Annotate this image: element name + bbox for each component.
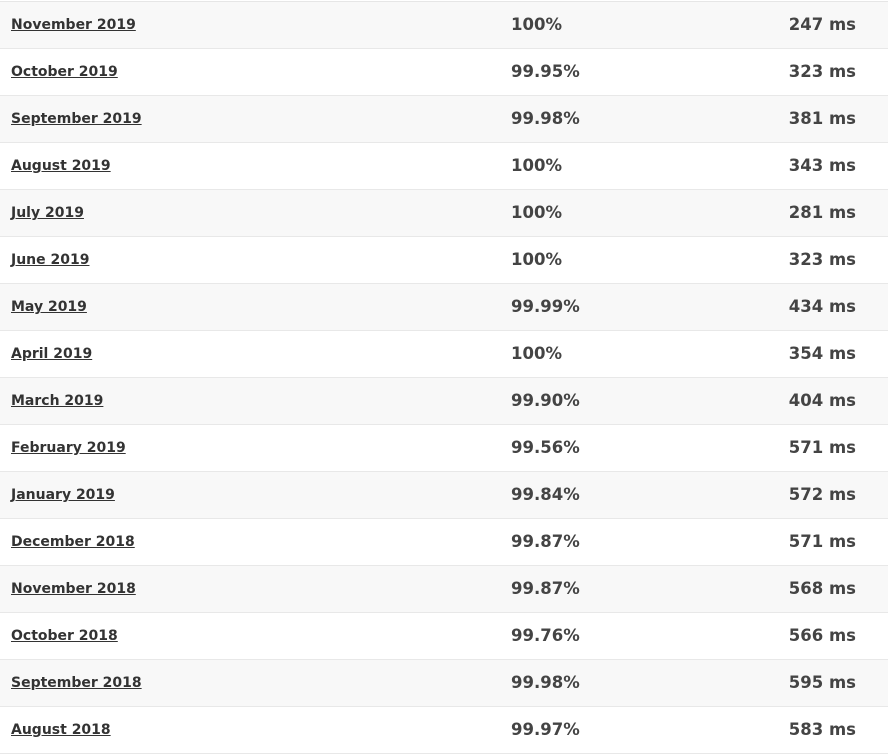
month-link[interactable]: May 2019 <box>11 299 87 315</box>
response-time-value: 572 ms <box>788 485 856 504</box>
month-link[interactable]: October 2018 <box>11 628 118 644</box>
month-link[interactable]: September 2019 <box>11 111 142 127</box>
uptime-value: 99.90% <box>511 391 580 410</box>
uptime-value: 100% <box>511 15 562 34</box>
uptime-value: 99.87% <box>511 579 580 598</box>
month-link[interactable]: October 2019 <box>11 64 118 80</box>
table-row: July 2019 100% 281 ms <box>0 190 888 237</box>
response-time-value: 323 ms <box>788 62 856 81</box>
uptime-value: 99.95% <box>511 62 580 81</box>
table-row: April 2019 100% 354 ms <box>0 331 888 378</box>
response-time-value: 343 ms <box>788 156 856 175</box>
table-row: September 2019 99.98% 381 ms <box>0 96 888 143</box>
month-link[interactable]: November 2018 <box>11 581 136 597</box>
table-row: October 2018 99.76% 566 ms <box>0 613 888 660</box>
month-link[interactable]: March 2019 <box>11 393 104 409</box>
month-link[interactable]: February 2019 <box>11 440 126 456</box>
response-time-value: 583 ms <box>788 720 856 739</box>
response-time-value: 571 ms <box>788 438 856 457</box>
table-row: May 2019 99.99% 434 ms <box>0 284 888 331</box>
table-row: December 2018 99.87% 571 ms <box>0 519 888 566</box>
response-time-value: 595 ms <box>788 673 856 692</box>
response-time-value: 566 ms <box>788 626 856 645</box>
table-row: February 2019 99.56% 571 ms <box>0 425 888 472</box>
uptime-value: 99.98% <box>511 673 580 692</box>
response-time-value: 323 ms <box>788 250 856 269</box>
table-row: September 2018 99.98% 595 ms <box>0 660 888 707</box>
uptime-value: 99.87% <box>511 532 580 551</box>
uptime-value: 100% <box>511 344 562 363</box>
response-time-value: 434 ms <box>788 297 856 316</box>
response-time-value: 568 ms <box>788 579 856 598</box>
month-link[interactable]: August 2019 <box>11 158 111 174</box>
month-link[interactable]: June 2019 <box>11 252 90 268</box>
uptime-value: 100% <box>511 250 562 269</box>
month-link[interactable]: August 2018 <box>11 722 111 738</box>
table-row: October 2019 99.95% 323 ms <box>0 49 888 96</box>
table-row: August 2018 99.97% 583 ms <box>0 707 888 754</box>
table-row: November 2019 100% 247 ms <box>0 2 888 49</box>
table-row: March 2019 99.90% 404 ms <box>0 378 888 425</box>
uptime-value: 99.99% <box>511 297 580 316</box>
response-time-value: 381 ms <box>788 109 856 128</box>
uptime-value: 100% <box>511 156 562 175</box>
table-row: January 2019 99.84% 572 ms <box>0 472 888 519</box>
table-row: August 2019 100% 343 ms <box>0 143 888 190</box>
uptime-value: 99.56% <box>511 438 580 457</box>
response-time-value: 247 ms <box>788 15 856 34</box>
uptime-value: 99.97% <box>511 720 580 739</box>
uptime-value: 99.84% <box>511 485 580 504</box>
response-time-value: 404 ms <box>788 391 856 410</box>
response-time-value: 571 ms <box>788 532 856 551</box>
uptime-value: 100% <box>511 203 562 222</box>
response-time-value: 354 ms <box>788 344 856 363</box>
table-row: November 2018 99.87% 568 ms <box>0 566 888 613</box>
month-link[interactable]: November 2019 <box>11 17 136 33</box>
month-link[interactable]: April 2019 <box>11 346 93 362</box>
month-link[interactable]: January 2019 <box>11 487 115 503</box>
table-row: June 2019 100% 323 ms <box>0 237 888 284</box>
month-link[interactable]: July 2019 <box>11 205 84 221</box>
month-link[interactable]: September 2018 <box>11 675 142 691</box>
uptime-value: 99.76% <box>511 626 580 645</box>
response-time-value: 281 ms <box>788 203 856 222</box>
uptime-value: 99.98% <box>511 109 580 128</box>
month-link[interactable]: December 2018 <box>11 534 135 550</box>
